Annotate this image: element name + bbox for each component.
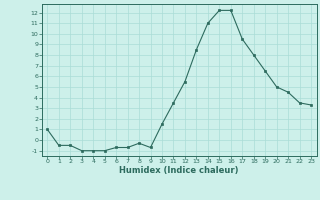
X-axis label: Humidex (Indice chaleur): Humidex (Indice chaleur) <box>119 166 239 175</box>
